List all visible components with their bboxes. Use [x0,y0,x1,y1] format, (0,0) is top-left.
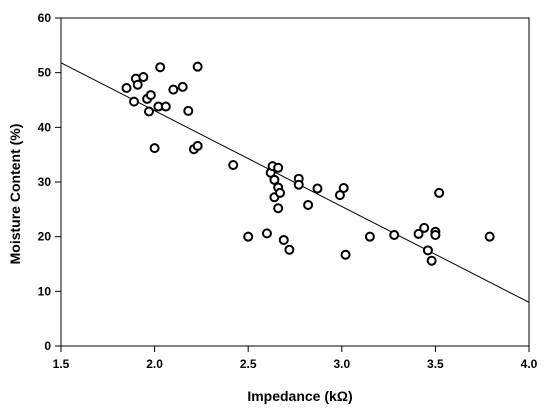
data-point [121,82,132,93]
data-point [143,106,154,117]
data-point [192,140,203,151]
data-point [149,143,160,154]
y-tick-label: 40 [38,120,52,134]
y-tick-label: 50 [38,66,52,80]
y-tick-label: 10 [38,284,52,298]
y-tick-label: 0 [44,339,51,353]
data-point [284,244,295,255]
data-point [269,174,280,185]
data-point [273,203,284,214]
data-point [132,79,143,90]
data-point [422,245,433,256]
data-point [183,105,194,116]
data-point [228,160,239,171]
data-point [430,230,441,241]
y-axis-title: Moisture Content (%) [7,124,23,265]
data-point [145,90,156,101]
x-tick-label: 2.5 [240,357,257,371]
data-point [303,199,314,210]
x-tick-label: 3.5 [427,357,444,371]
x-tick-label: 3.0 [333,357,350,371]
data-point [312,183,323,194]
x-tick-label: 2.0 [146,357,163,371]
x-tick-label: 1.5 [53,357,70,371]
data-point [243,231,254,242]
data-point [168,84,179,95]
data-point [293,179,304,190]
data-point [273,162,284,173]
x-axis-title: Impedance (kΩ) [247,388,352,404]
data-point [484,231,495,242]
data-point [413,228,424,239]
data-point [338,183,349,194]
data-point [155,62,166,73]
y-axis-ticks: 0 10 20 30 40 50 60 [38,11,61,353]
data-point [129,96,140,107]
x-tick-label: 4.0 [521,357,538,371]
data-point [278,234,289,245]
data-point [340,249,351,260]
data-point [138,72,149,83]
data-point [261,228,272,239]
data-point [426,255,437,266]
data-point [389,230,400,241]
data-point [160,101,171,112]
data-point [177,81,188,92]
data-points [121,61,495,266]
y-tick-label: 20 [38,230,52,244]
data-point [192,61,203,72]
data-point [434,187,445,198]
data-point [419,222,430,233]
y-tick-label: 60 [38,11,52,25]
x-axis-ticks: 1.5 2.0 2.5 3.0 3.5 4.0 [53,346,538,371]
data-point [364,231,375,242]
data-point [275,187,286,198]
y-tick-label: 30 [38,175,52,189]
